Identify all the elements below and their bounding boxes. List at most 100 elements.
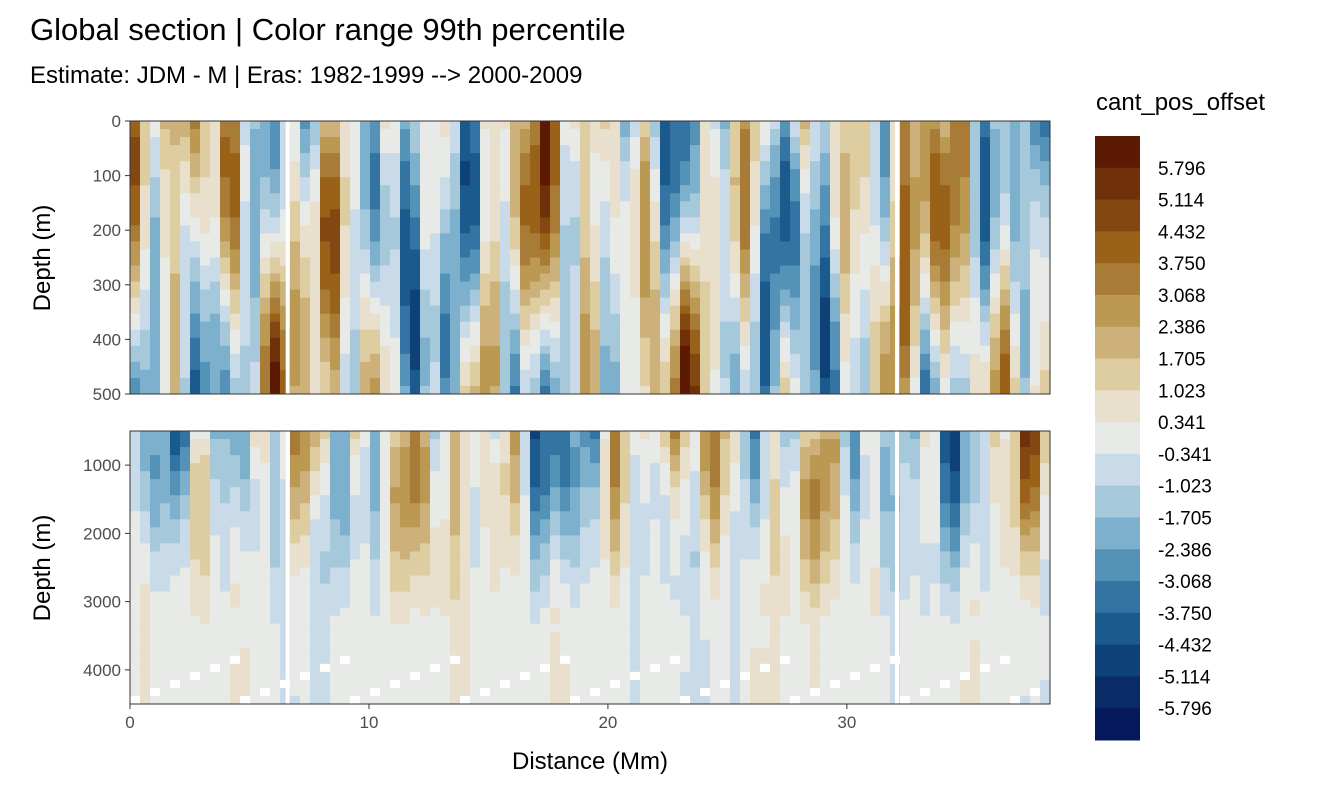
- heatmap-cell: [580, 623, 591, 633]
- heatmap-cell: [1010, 193, 1021, 202]
- heatmap-cell: [820, 265, 831, 275]
- heatmap-cell: [340, 201, 351, 210]
- heatmap-cell: [620, 447, 631, 456]
- heatmap-cell: [270, 511, 281, 520]
- heatmap-cell: [390, 503, 401, 512]
- heatmap-cell: [420, 599, 431, 609]
- heatmap-cell: [210, 137, 221, 146]
- heatmap-cell: [640, 543, 651, 553]
- heatmap-cell: [490, 289, 501, 299]
- heatmap-cell: [840, 369, 851, 379]
- heatmap-cell: [470, 503, 481, 512]
- heatmap-cell: [220, 265, 231, 275]
- heatmap-cell: [240, 129, 251, 138]
- heatmap-cell: [310, 169, 321, 178]
- heatmap-cell: [500, 353, 511, 363]
- heatmap-cell: [540, 671, 551, 681]
- heatmap-cell: [470, 631, 481, 641]
- heatmap-cell: [500, 663, 511, 673]
- heatmap-cell: [990, 289, 1001, 299]
- heatmap-cell: [350, 447, 361, 456]
- heatmap-cell: [540, 583, 551, 593]
- heatmap-cell: [550, 129, 561, 138]
- heatmap-cell: [820, 129, 831, 138]
- heatmap-cell: [620, 631, 631, 641]
- heatmap-cell: [550, 631, 561, 641]
- heatmap-cell: [170, 591, 181, 601]
- heatmap-cell: [990, 209, 1001, 218]
- heatmap-cell: [310, 639, 321, 649]
- heatmap-cell: [500, 463, 511, 472]
- heatmap-cell: [140, 241, 151, 251]
- heatmap-cell: [930, 353, 941, 363]
- heatmap-cell: [170, 257, 181, 267]
- heatmap-cell: [550, 169, 561, 178]
- heatmap-cell: [960, 305, 971, 315]
- heatmap-cell: [390, 185, 401, 194]
- heatmap-cell: [840, 217, 851, 226]
- heatmap-cell: [630, 281, 641, 291]
- heatmap-cell: [780, 153, 791, 162]
- heatmap-cell: [810, 345, 821, 355]
- heatmap-cell: [540, 121, 551, 130]
- heatmap-cell: [620, 695, 631, 704]
- heatmap-cell: [550, 495, 561, 504]
- heatmap-cell: [240, 559, 251, 569]
- heatmap-cell: [550, 369, 561, 379]
- heatmap-cell: [740, 241, 751, 251]
- heatmap-cell: [450, 273, 461, 283]
- heatmap-cell: [430, 607, 441, 617]
- heatmap-cell: [340, 599, 351, 609]
- heatmap-cell: [490, 193, 501, 202]
- heatmap-cell: [260, 647, 271, 657]
- heatmap-cell: [560, 655, 571, 665]
- heatmap-cell: [630, 487, 641, 496]
- heatmap-cell: [550, 655, 561, 665]
- heatmap-cell: [770, 201, 781, 210]
- heatmap-cell: [850, 233, 861, 243]
- heatmap-cell: [260, 463, 271, 472]
- heatmap-cell: [210, 129, 221, 138]
- heatmap-cell: [180, 161, 191, 170]
- heatmap-cell: [470, 647, 481, 657]
- heatmap-cell: [580, 225, 591, 235]
- heatmap-cell: [600, 487, 611, 496]
- heatmap-cell: [840, 329, 851, 339]
- heatmap-cell: [650, 687, 661, 697]
- heatmap-cell: [400, 575, 411, 585]
- heatmap-cell: [410, 313, 421, 323]
- heatmap-cell: [1000, 281, 1011, 291]
- heatmap-cell: [140, 519, 151, 528]
- heatmap-cell: [930, 313, 941, 323]
- heatmap-cell: [130, 679, 141, 689]
- heatmap-cell: [150, 655, 161, 665]
- heatmap-cell: [190, 329, 201, 339]
- heatmap-cell: [230, 241, 241, 251]
- heatmap-cell: [310, 599, 321, 609]
- heatmap-cell: [870, 161, 881, 170]
- heatmap-cell: [960, 217, 971, 226]
- heatmap-cell: [550, 185, 561, 194]
- heatmap-cell: [750, 313, 761, 323]
- heatmap-cell: [970, 273, 981, 283]
- heatmap-cell: [240, 607, 251, 617]
- heatmap-cell: [440, 575, 451, 585]
- heatmap-cell: [730, 217, 741, 226]
- heatmap-cell: [320, 679, 331, 689]
- heatmap-cell: [350, 535, 361, 545]
- heatmap-cell: [550, 559, 561, 569]
- heatmap-cell: [190, 161, 201, 170]
- heatmap-cell: [730, 265, 741, 275]
- heatmap-cell: [180, 177, 191, 186]
- heatmap-cell: [210, 153, 221, 162]
- heatmap-cell: [770, 313, 781, 323]
- heatmap-cell: [340, 289, 351, 299]
- heatmap-cell: [400, 695, 411, 704]
- heatmap-cell: [990, 201, 1001, 210]
- heatmap-cell: [370, 535, 381, 545]
- heatmap-cell: [900, 233, 911, 243]
- heatmap-cell: [1020, 265, 1031, 275]
- heatmap-cell: [260, 679, 271, 689]
- heatmap-cell: [370, 161, 381, 170]
- heatmap-cell: [300, 471, 311, 480]
